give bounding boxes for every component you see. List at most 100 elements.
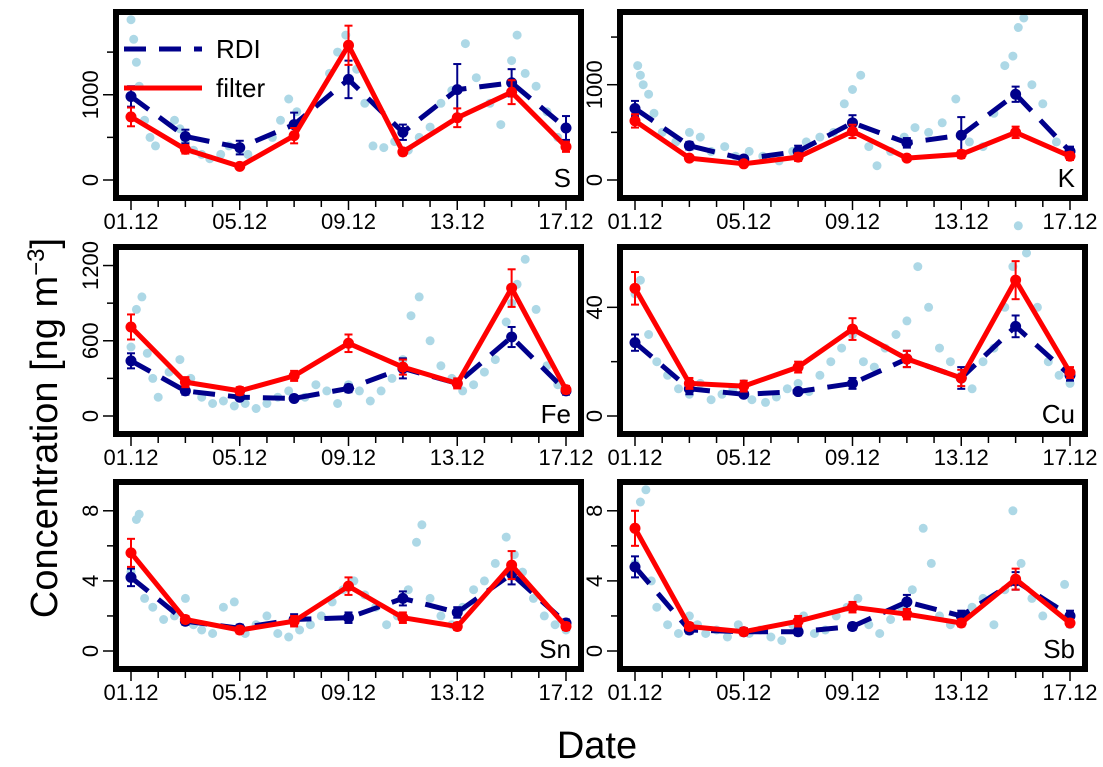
- x-tick-label: 05.12: [212, 445, 267, 470]
- data-point-filter: [125, 321, 137, 333]
- panel-sb: 0 4 8 01.12 05.12 09.12 13.12 17.12 Sb: [582, 479, 1098, 705]
- x-tick-label: 17.12: [1042, 209, 1097, 234]
- panel-element-label: Cu: [1042, 399, 1075, 429]
- raw-point: [848, 85, 857, 94]
- raw-point: [273, 629, 283, 638]
- raw-point: [744, 146, 754, 156]
- raw-point: [935, 343, 944, 353]
- raw-point: [1038, 99, 1048, 109]
- data-point-filter: [234, 160, 246, 172]
- y-tick-label: 0: [78, 645, 103, 657]
- x-tick-label: 01.12: [607, 445, 662, 470]
- data-point-filter: [792, 151, 804, 163]
- x-tick-label: 17.12: [538, 445, 593, 470]
- data-point-filter: [847, 323, 858, 335]
- panel-element-label: Sn: [539, 634, 571, 664]
- raw-point: [284, 386, 294, 396]
- data-point-filter: [955, 372, 967, 384]
- raw-point: [471, 73, 481, 83]
- data-point-rdi: [629, 103, 641, 115]
- raw-point: [134, 509, 144, 519]
- raw-point: [490, 558, 500, 568]
- raw-point: [793, 378, 803, 388]
- raw-point: [951, 94, 961, 104]
- raw-point: [148, 602, 158, 612]
- data-point-rdi: [1010, 88, 1022, 100]
- raw-point: [684, 127, 694, 137]
- data-point-rdi: [125, 355, 137, 367]
- raw-point: [924, 302, 934, 312]
- raw-point: [208, 399, 218, 408]
- raw-point: [641, 485, 651, 495]
- panel-element-label: S: [554, 163, 571, 193]
- raw-point: [913, 262, 923, 272]
- data-point-filter: [506, 282, 518, 294]
- raw-point: [674, 384, 683, 394]
- raw-point: [733, 620, 743, 630]
- raw-point: [276, 115, 285, 125]
- raw-point: [208, 629, 218, 638]
- data-point-rdi: [955, 129, 967, 141]
- raw-point: [501, 317, 511, 327]
- data-point-rdi: [179, 385, 191, 397]
- raw-point: [722, 632, 732, 642]
- raw-point: [695, 132, 705, 142]
- y-tick-label: 600: [78, 322, 103, 359]
- raw-point: [910, 123, 920, 133]
- raw-point: [978, 357, 988, 367]
- raw-point: [1013, 23, 1023, 32]
- raw-point: [436, 98, 446, 108]
- raw-point: [460, 39, 470, 49]
- data-point-filter: [847, 125, 858, 137]
- raw-point: [635, 497, 645, 507]
- data-point-rdi: [343, 382, 354, 394]
- y-axis-title-main: Concentration [ng m: [24, 276, 66, 618]
- data-point-filter: [397, 612, 409, 624]
- data-point-filter: [629, 522, 641, 534]
- y-axis-title-end: ]: [24, 238, 66, 249]
- data-point-filter: [1010, 274, 1022, 286]
- panel-element-label: K: [1058, 163, 1076, 193]
- data-point-filter: [397, 146, 409, 158]
- raw-point: [1051, 137, 1061, 147]
- raw-point: [1013, 221, 1023, 231]
- raw-point: [262, 611, 272, 621]
- raw-point: [869, 362, 879, 372]
- raw-point: [539, 611, 549, 621]
- raw-point: [197, 625, 207, 635]
- raw-point: [782, 384, 792, 394]
- panel-sn: 0 4 8 01.12 05.12 09.12 13.12 17.12 Sn: [78, 479, 594, 705]
- series-line-rdi: [633, 323, 1072, 397]
- data-point-filter: [955, 617, 967, 629]
- y-tick-label: 0: [582, 410, 607, 422]
- data-point-filter: [451, 377, 463, 389]
- raw-point: [872, 161, 882, 171]
- raw-point: [368, 141, 378, 151]
- y-tick-label: 8: [582, 505, 607, 517]
- raw-point: [826, 357, 836, 367]
- raw-points: [126, 254, 571, 413]
- raw-point: [644, 330, 654, 339]
- y-tick-label: 40: [582, 295, 607, 319]
- raw-point: [856, 70, 866, 80]
- x-tick-label: 17.12: [538, 209, 593, 234]
- panel-s: 0 1000 01.12 05.12 09.12 13.12 17.12 S: [78, 9, 594, 234]
- panel-frame: [113, 9, 584, 201]
- raw-point: [216, 149, 226, 159]
- y-tick-label: 0: [582, 645, 607, 657]
- x-tick-label: 09.12: [321, 445, 376, 470]
- data-point-rdi: [506, 331, 518, 343]
- x-tick-label: 17.12: [538, 680, 593, 705]
- data-point-rdi: [451, 84, 463, 96]
- x-tick-label: 05.12: [212, 680, 267, 705]
- data-point-filter: [288, 130, 300, 142]
- data-point-filter: [179, 376, 191, 388]
- data-point-filter: [1010, 126, 1022, 138]
- raw-point: [140, 593, 150, 603]
- data-point-filter: [179, 613, 191, 625]
- raw-point: [262, 399, 272, 408]
- series-filter: [125, 24, 572, 172]
- raw-point: [387, 373, 397, 383]
- data-point-rdi: [629, 561, 641, 573]
- raw-point: [382, 620, 392, 630]
